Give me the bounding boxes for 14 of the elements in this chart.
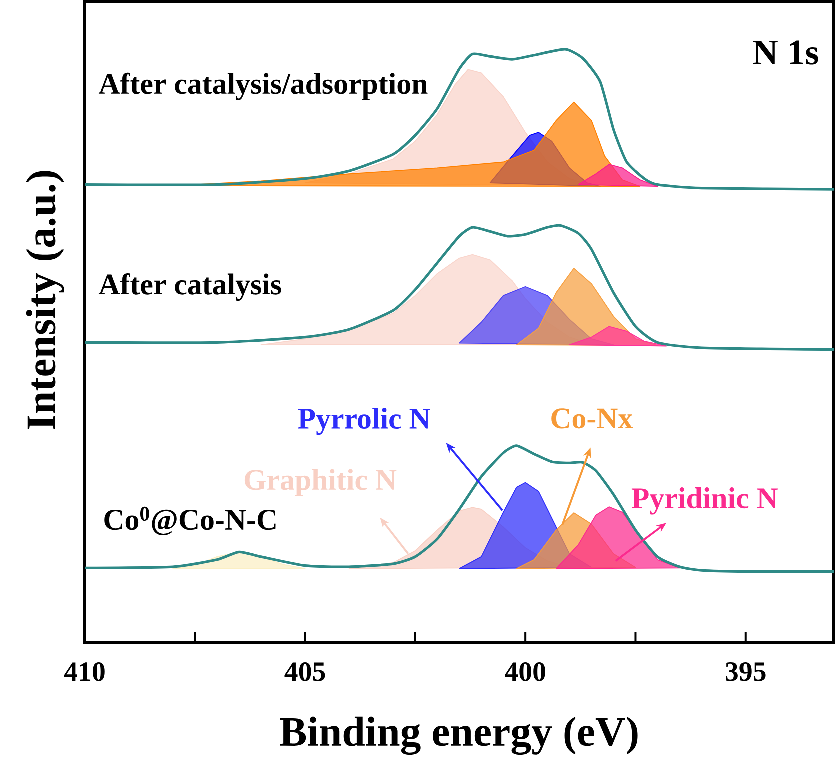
y-axis-title: Intensity (a.u.) — [26, 171, 64, 430]
text: Pyrrolic N — [298, 408, 430, 436]
x-axis-title: Binding energy (eV) — [280, 716, 638, 756]
series-label: Graphitic N — [244, 469, 397, 496]
text: Co-Nx — [552, 408, 634, 429]
x-tick-label: 395 — [726, 662, 766, 682]
annotation: Co$^{0}$@Co-N-C — [104, 506, 276, 536]
x-tick-label: 400 — [505, 662, 546, 682]
annotation: N 1s — [753, 40, 818, 65]
annotation: After catalysis — [98, 273, 282, 301]
x-tick-label: 405 — [284, 662, 326, 682]
x-tick-label: 410 — [64, 662, 105, 682]
annotation: After catalysis/adsorption — [98, 72, 428, 100]
series-label: Pyridinic N — [632, 488, 778, 515]
